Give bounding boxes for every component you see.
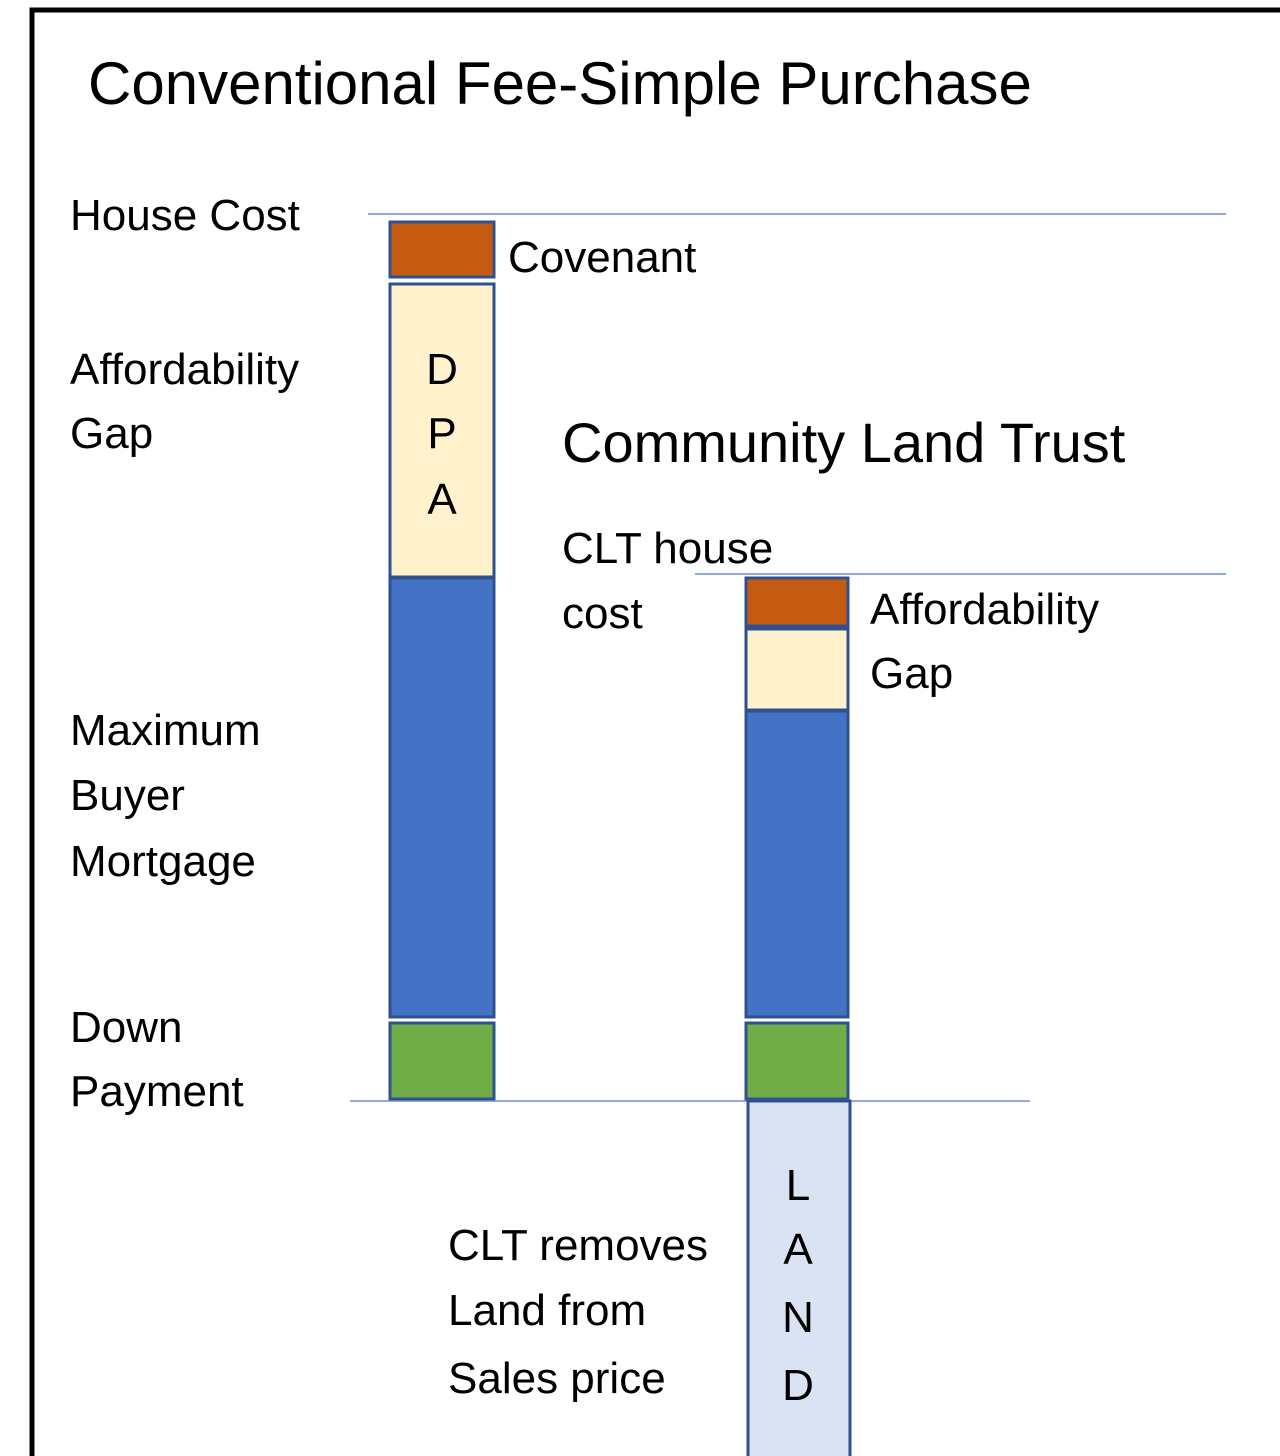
letter: N — [782, 1293, 814, 1342]
label: Gap — [70, 409, 153, 458]
land-block — [746, 1099, 852, 1456]
label: Land from — [448, 1286, 646, 1335]
label: Gap — [870, 649, 953, 698]
letter: L — [786, 1161, 810, 1210]
label: Down — [70, 1003, 183, 1052]
letter: D — [782, 1361, 814, 1410]
down-payment-block — [388, 1021, 496, 1101]
letter: P — [427, 409, 456, 458]
label: House Cost — [70, 191, 300, 240]
covenant-block — [388, 220, 496, 279]
label: Covenant — [508, 233, 696, 282]
mortgage-block — [388, 576, 496, 1019]
label: Buyer — [70, 771, 185, 820]
label: Payment — [70, 1067, 244, 1116]
dpa-block — [388, 282, 496, 579]
label: Maximum — [70, 706, 261, 755]
subtitle: Community Land Trust — [562, 411, 1126, 474]
letter: D — [426, 345, 458, 394]
label: CLT removes — [448, 1221, 708, 1270]
label: Mortgage — [70, 837, 256, 886]
label: cost — [562, 589, 643, 638]
frame — [29, 7, 1280, 1456]
clt-mortgage-block — [744, 709, 850, 1019]
label: Affordability — [870, 585, 1099, 634]
label: CLT house — [562, 524, 773, 573]
title: Conventional Fee-Simple Purchase — [88, 50, 1032, 117]
clt-down-payment-block — [744, 1021, 850, 1101]
clt-covenant-block — [744, 576, 850, 628]
letter: A — [783, 1225, 813, 1274]
clt-gap-block — [744, 627, 850, 712]
label: Sales price — [448, 1354, 666, 1403]
letter: A — [427, 475, 457, 524]
label: Affordability — [70, 345, 299, 394]
